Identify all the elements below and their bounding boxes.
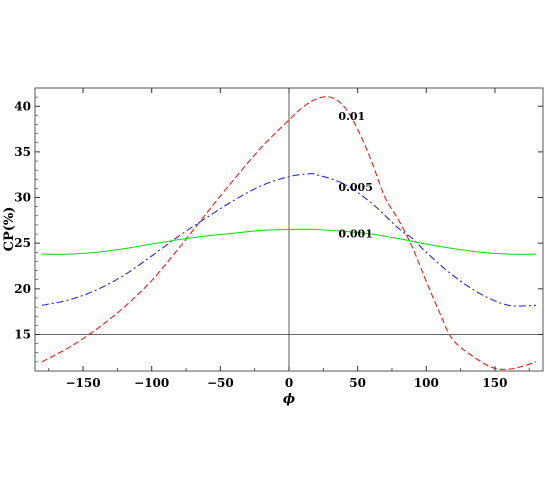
series-layer bbox=[41, 96, 537, 370]
x-tick-label: −150 bbox=[65, 376, 100, 390]
series-label-2: 0.001 bbox=[338, 228, 372, 241]
y-tick-label: 15 bbox=[14, 327, 31, 341]
series-label-0: 0.01 bbox=[338, 110, 365, 123]
x-tick-label: 100 bbox=[414, 376, 439, 390]
series-line-1 bbox=[41, 172, 537, 307]
y-tick-label: 35 bbox=[14, 145, 31, 159]
x-axis-ticks: −150 −100 −50 0 50 100 150 bbox=[48, 88, 530, 390]
y-tick-label: 30 bbox=[14, 191, 31, 205]
y-tick-label: 40 bbox=[14, 99, 31, 113]
x-tick-label: −50 bbox=[207, 376, 234, 390]
y-tick-label: 25 bbox=[14, 236, 31, 250]
series-label-1: 0.005 bbox=[338, 181, 372, 194]
x-tick-label: 50 bbox=[349, 376, 366, 390]
series-line-0 bbox=[41, 96, 537, 370]
x-tick-label: 150 bbox=[482, 376, 507, 390]
x-tick-label: 0 bbox=[285, 376, 293, 390]
y-tick-label: 20 bbox=[14, 282, 31, 296]
x-tick-label: −100 bbox=[134, 376, 169, 390]
x-axis-label: ϕ bbox=[283, 392, 295, 407]
series-labels: 0.01 0.005 0.001 bbox=[338, 110, 372, 241]
series-line-2 bbox=[41, 228, 537, 255]
y-axis-ticks: 15 20 25 30 35 40 bbox=[14, 96, 543, 363]
y-axis-label: CP(%) bbox=[2, 207, 17, 252]
